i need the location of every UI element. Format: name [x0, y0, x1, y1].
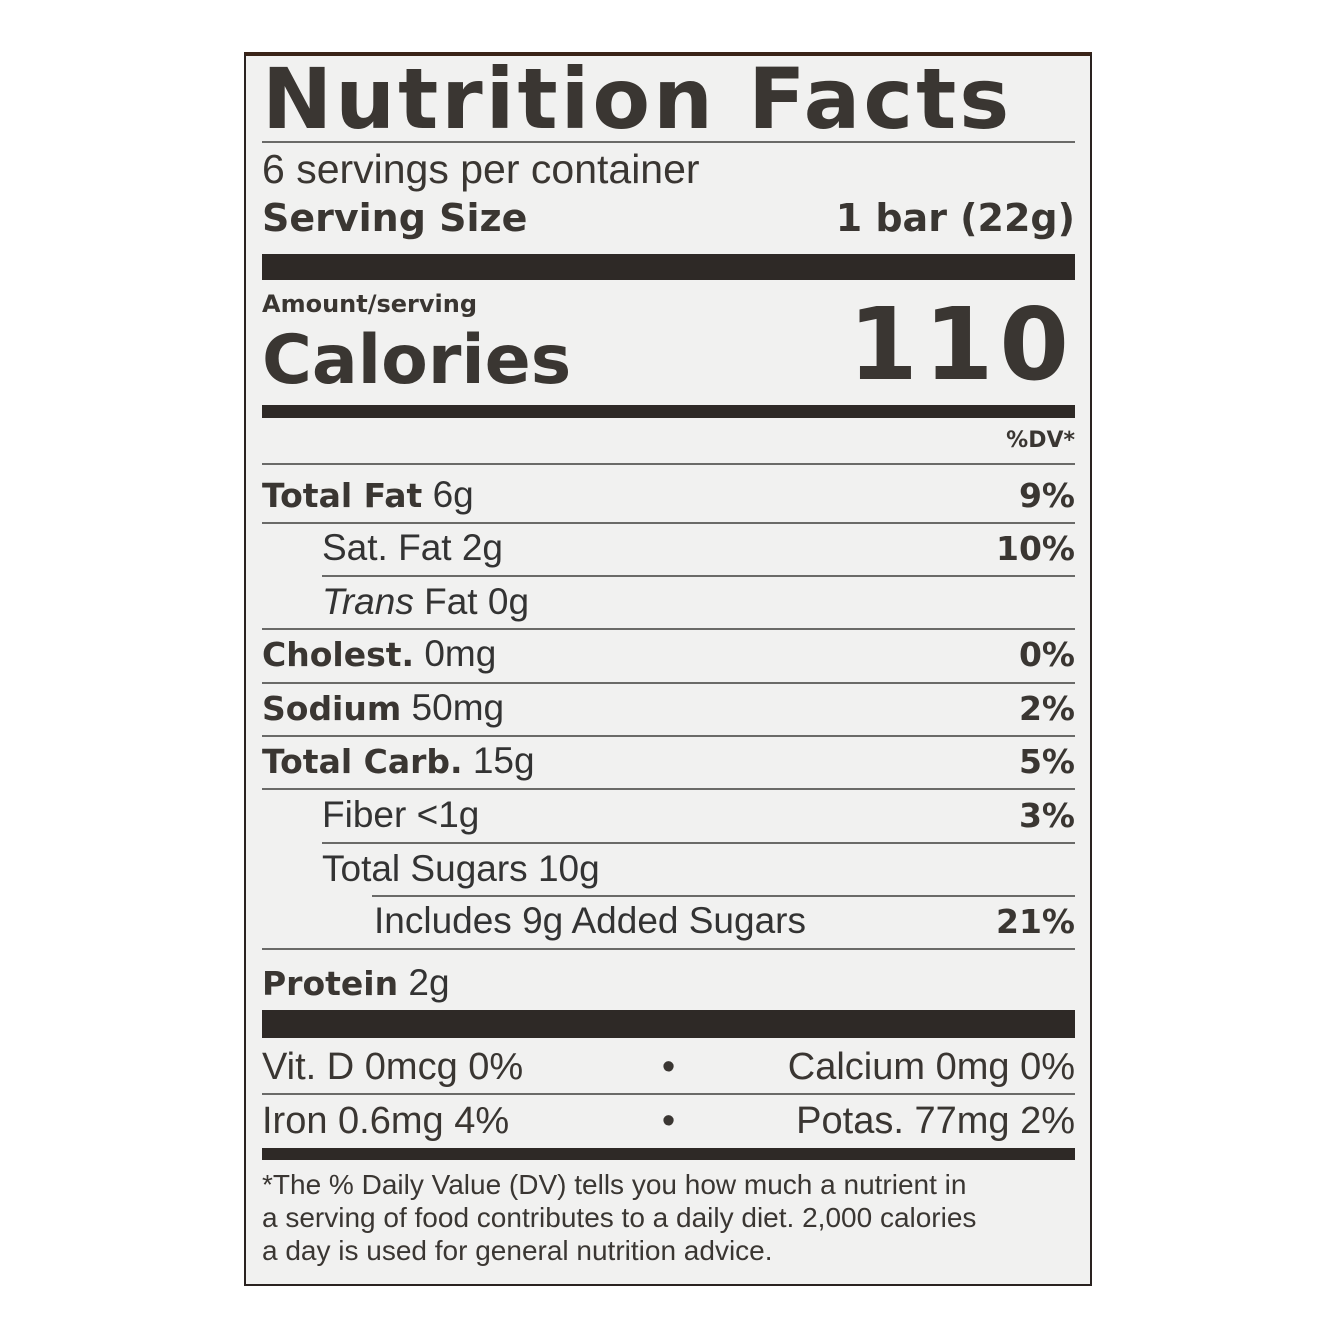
vitamin-row: Vit. D 0mcg 0% • Calcium 0mg 0%	[262, 1042, 1075, 1092]
nutrient-row-total-fat: Total Fat 6g 9%	[262, 470, 1075, 520]
nutrient-amount: 6g	[432, 474, 474, 515]
vitamin-d: Vit. D 0mcg 0%	[262, 1045, 524, 1088]
serving-size-label: Serving Size	[262, 196, 528, 240]
nutrient-name: Sodium	[262, 689, 402, 728]
nutrient-amount: <1g	[416, 794, 480, 835]
nutrient-row-total-carb: Total Carb. 15g 5%	[262, 736, 1075, 786]
nutrient-dv: 5%	[1018, 741, 1075, 781]
nutrient-row-cholesterol: Cholest. 0mg 0%	[262, 629, 1075, 679]
nutrient-dv: 2%	[1018, 688, 1075, 728]
medium-divider	[262, 405, 1075, 418]
bullet-separator: •	[661, 1045, 676, 1088]
footnote-line: a day is used for general nutrition advi…	[262, 1235, 773, 1266]
divider	[262, 948, 1075, 950]
thick-divider	[262, 1010, 1075, 1038]
potassium: Potas. 77mg 2%	[796, 1099, 1075, 1142]
label-title: Nutrition Facts	[262, 50, 1013, 148]
amount-per-serving: Amount/serving	[262, 290, 478, 318]
nutrient-name: Protein	[262, 964, 399, 1003]
nutrient-amount: 15g	[472, 740, 535, 781]
footnote-line: *The % Daily Value (DV) tells you how mu…	[262, 1169, 967, 1200]
nutrient-name: Fat	[424, 581, 478, 622]
nutrient-dv: 10%	[996, 528, 1075, 568]
calories-label: Calories	[262, 321, 572, 400]
nutrient-dv: 3%	[1018, 795, 1075, 835]
divider	[262, 735, 1075, 737]
servings-per-container: 6 servings per container	[262, 146, 700, 192]
nutrient-name-italic: Trans	[322, 581, 414, 622]
nutrient-name: Sat. Fat	[322, 527, 452, 568]
divider	[322, 575, 1075, 577]
calories-row: Calories 110	[262, 295, 1075, 400]
nutrient-name: Total Fat	[262, 476, 423, 515]
nutrient-name: Cholest.	[262, 635, 415, 674]
nutrient-name: Total Sugars	[322, 848, 528, 889]
nutrient-row-trans-fat: Trans Fat 0g	[262, 577, 1075, 627]
nutrient-amount: 0mg	[424, 633, 497, 674]
nutrient-row-added-sugars: Includes 9g Added Sugars 21%	[262, 896, 1075, 946]
nutrient-row-sat-fat: Sat. Fat 2g 10%	[262, 523, 1075, 573]
medium-divider	[262, 1148, 1075, 1160]
vitamin-row: Iron 0.6mg 4% • Potas. 77mg 2%	[262, 1096, 1075, 1146]
divider	[262, 628, 1075, 630]
nutrient-name: Includes 9g Added Sugars	[374, 900, 806, 941]
divider	[322, 842, 1075, 844]
nutrient-row-sodium: Sodium 50mg 2%	[262, 683, 1075, 733]
nutrient-row-total-sugars: Total Sugars 10g	[262, 844, 1075, 894]
iron: Iron 0.6mg 4%	[262, 1099, 510, 1142]
nutrient-amount: 50mg	[411, 687, 505, 728]
footnote-line: a serving of food contributes to a daily…	[262, 1202, 977, 1233]
nutrient-amount: 10g	[537, 848, 600, 889]
thick-divider	[262, 254, 1075, 280]
divider	[262, 788, 1075, 790]
nutrient-amount: 2g	[461, 527, 503, 568]
calories-value: 110	[848, 286, 1075, 403]
nutrient-row-protein: Protein 2g	[262, 958, 1075, 1008]
nutrient-row-fiber: Fiber <1g 3%	[262, 790, 1075, 840]
bullet-separator: •	[661, 1099, 676, 1142]
divider	[372, 895, 1075, 897]
nutrient-name: Total Carb.	[262, 742, 463, 781]
nutrient-dv: 0%	[1018, 634, 1075, 674]
serving-size-row: Serving Size 1 bar (22g)	[262, 196, 1075, 240]
dv-header: %DV*	[1006, 428, 1075, 453]
nutrient-amount: 0g	[487, 581, 530, 622]
nutrient-amount: 2g	[408, 962, 450, 1003]
serving-size-value: 1 bar (22g)	[835, 196, 1075, 240]
nutrient-name: Fiber	[322, 794, 407, 835]
calcium: Calcium 0mg 0%	[787, 1045, 1075, 1088]
divider	[262, 463, 1075, 465]
nutrient-dv: 21%	[996, 901, 1075, 941]
divider	[262, 522, 1075, 524]
divider	[262, 1093, 1075, 1095]
nutrient-dv: 9%	[1018, 475, 1075, 515]
divider	[262, 141, 1075, 143]
divider	[262, 682, 1075, 684]
footnote: *The % Daily Value (DV) tells you how mu…	[262, 1168, 1075, 1267]
